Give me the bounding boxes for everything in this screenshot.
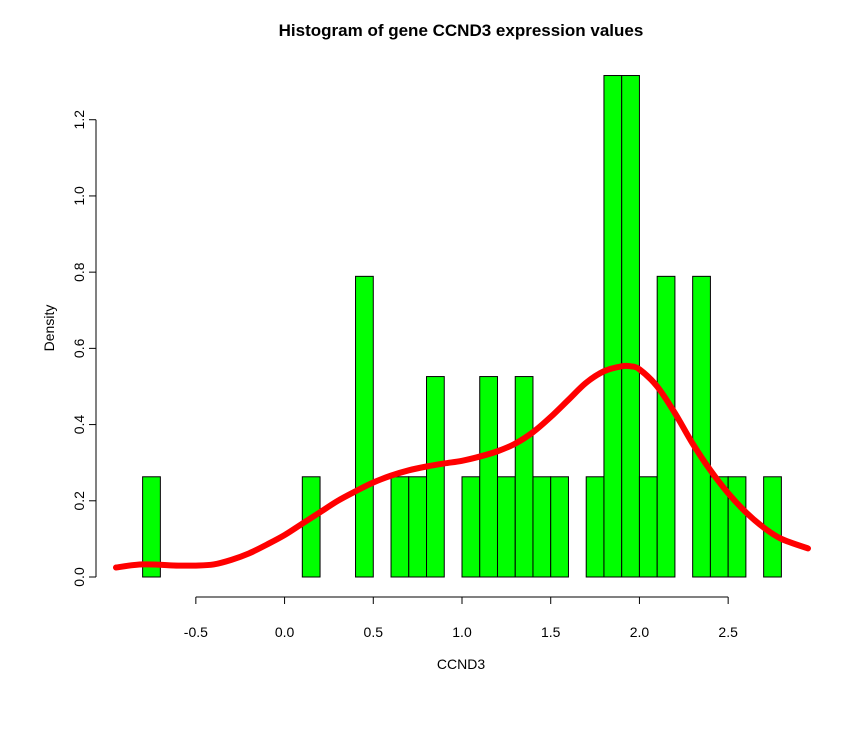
histogram-bar: [426, 376, 445, 578]
chart-title: Histogram of gene CCND3 expression value…: [279, 21, 644, 40]
density-curve: [113, 362, 811, 571]
histogram-bar: [532, 476, 552, 578]
x-tick-label: 0.0: [275, 624, 295, 640]
x-tick-label: -0.5: [184, 624, 208, 640]
x-tick-label: 1.0: [452, 624, 472, 640]
y-tick-label: 0.4: [71, 415, 87, 435]
histogram-bar: [301, 476, 321, 578]
histogram-bar: [514, 376, 534, 578]
x-tick-label: 2.0: [630, 624, 650, 640]
x-axis-label: CCND3: [437, 656, 485, 672]
histogram-bar: [142, 476, 161, 578]
histogram-bar: [479, 376, 498, 578]
y-tick-label: 1.0: [71, 186, 87, 206]
histogram-bar: [621, 75, 640, 578]
axes-group: -0.5 0.0 0.5 1.0 1.5 2.0 2.5 0.0 0.2 0.4 0.6 0.8 1.0…: [71, 110, 738, 640]
histogram-bar: [408, 476, 428, 578]
density-curve-group: [113, 362, 811, 571]
histogram-bar: [585, 476, 605, 578]
bars-group: [142, 75, 782, 578]
y-tick-label: 0.2: [71, 491, 87, 511]
histogram-bar: [603, 75, 623, 578]
histogram-bar: [638, 476, 658, 578]
histogram-bar: [692, 275, 711, 578]
y-tick-label: 0.0: [71, 567, 87, 587]
histogram-bar: [390, 476, 410, 578]
y-tick-label: 1.2: [71, 110, 87, 130]
x-tick-label: 2.5: [718, 624, 738, 640]
histogram-bar: [550, 476, 569, 578]
histogram-bar: [355, 275, 374, 578]
y-tick-label: 0.8: [71, 262, 87, 282]
histogram-bar: [656, 275, 676, 578]
y-tick-label: 0.6: [71, 338, 87, 358]
x-tick-label: 0.5: [364, 624, 384, 640]
y-axis-label: Density: [41, 305, 57, 352]
x-tick-label: 1.5: [541, 624, 561, 640]
histogram-bar: [496, 476, 516, 578]
histogram-bar: [461, 476, 481, 578]
